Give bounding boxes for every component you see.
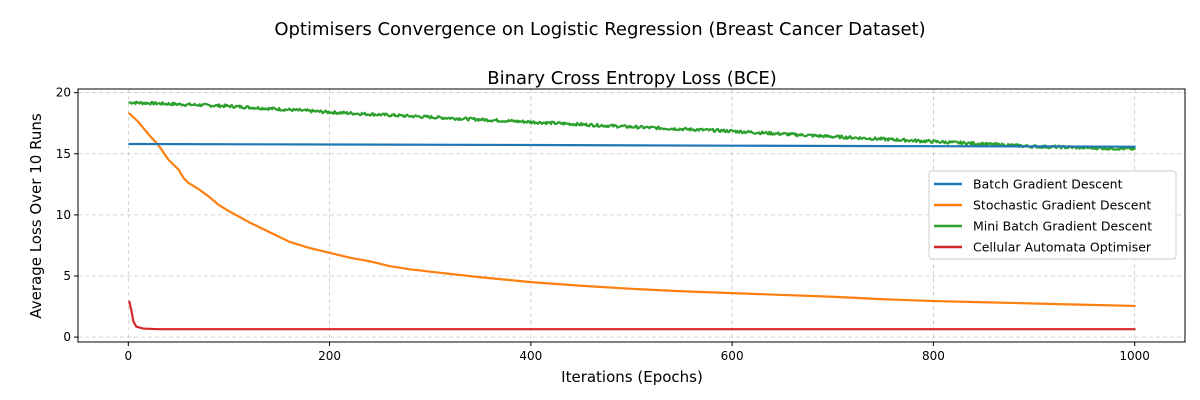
y-tick-label: 0	[63, 330, 71, 344]
series-lines	[128, 100, 1136, 331]
axes-frame	[77, 88, 1186, 343]
x-tick-label: 400	[519, 349, 542, 363]
legend-label: Batch Gradient Descent	[973, 177, 1123, 192]
x-tick-label: 600	[721, 349, 744, 363]
series-line-2	[128, 100, 1136, 151]
y-tick-label: 10	[56, 208, 71, 222]
x-tick-label: 0	[124, 349, 132, 363]
y-tick-label: 20	[56, 86, 71, 100]
chart-title: Binary Cross Entropy Loss (BCE)	[487, 68, 777, 89]
plot-area: 0 200 400 600 800 1000 0 5 10 15 20	[56, 86, 1186, 363]
y-tick-label: 5	[63, 269, 71, 283]
x-tick-label: 800	[922, 349, 945, 363]
series-line-3	[128, 300, 1136, 331]
y-tick-label: 15	[56, 147, 71, 161]
x-tick-label: 200	[318, 349, 341, 363]
legend-items: Batch Gradient Descent Stochastic Gradien…	[934, 177, 1152, 255]
axis-ticks: 0 200 400 600 800 1000 0 5 10 15 20	[56, 86, 1150, 363]
figure-suptitle: Optimisers Convergence on Logistic Regre…	[274, 19, 925, 40]
x-tick-label: 1000	[1119, 349, 1150, 363]
legend-label: Stochastic Gradient Descent	[973, 198, 1151, 213]
legend-label: Mini Batch Gradient Descent	[973, 219, 1152, 234]
series-line-1	[128, 112, 1136, 308]
legend-label: Cellular Automata Optimiser	[973, 240, 1152, 255]
series-line-0	[128, 142, 1136, 148]
x-axis-label: Iterations (Epochs)	[561, 368, 703, 386]
y-axis-label: Average Loss Over 10 Runs	[27, 113, 45, 318]
legend: Batch Gradient Descent Stochastic Gradien…	[928, 170, 1177, 260]
legend-box	[928, 170, 1177, 260]
